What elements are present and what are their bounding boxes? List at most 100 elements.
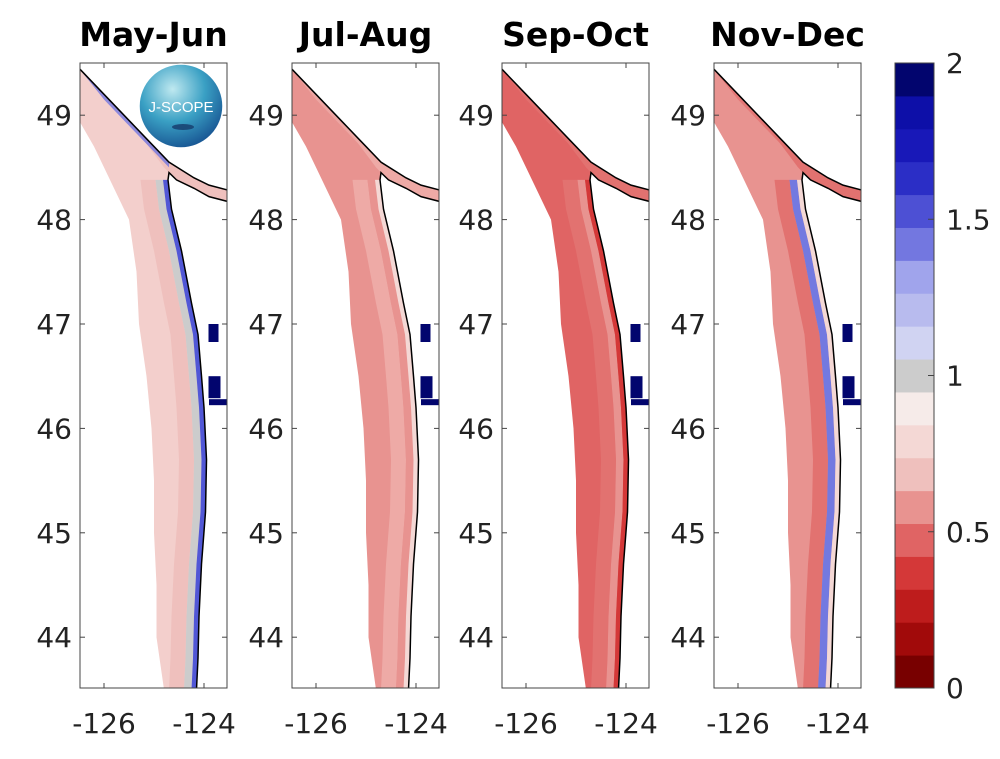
lat-tick-label: 45	[670, 517, 706, 550]
lat-tick-label: 46	[36, 412, 72, 445]
coastline-us	[379, 171, 439, 688]
lat-tick-label: 47	[248, 308, 284, 341]
lon-tick-label: -124	[594, 707, 658, 740]
land-washington-oregon	[802, 172, 861, 688]
grays-harbor	[842, 324, 853, 342]
panel-frame	[713, 62, 862, 689]
colorbar-segment	[895, 227, 934, 261]
lat-tick-label: 44	[248, 621, 284, 654]
grays-harbor	[208, 324, 219, 342]
colorbar-tick-label: 2	[946, 47, 964, 80]
land-washington-oregon	[590, 172, 649, 688]
lat-tick-label: 49	[248, 99, 284, 132]
lat-tick-label: 49	[36, 99, 72, 132]
lon-tick-label: -124	[806, 707, 870, 740]
lat-tick-label: 49	[458, 99, 494, 132]
colorbar-segment	[895, 359, 934, 393]
willapa-bay	[420, 376, 433, 399]
colorbar-segment	[895, 95, 934, 130]
lat-tick-label: 44	[670, 621, 706, 654]
colorbar-segment	[895, 128, 934, 163]
lat-tick-label: 46	[670, 412, 706, 445]
strait-band	[129, 120, 227, 202]
lat-tick-label: 48	[248, 204, 284, 237]
map-panel-3: Sep-Oct 49 48 47 46 45 44 -126 -124	[458, 15, 657, 740]
strait-band	[551, 120, 649, 202]
map-panel-4: Nov-Dec 49 48 47 46 45 44 -126 -124	[670, 15, 869, 740]
logo-text: J-SCOPE	[148, 99, 213, 116]
panel-frame	[79, 62, 228, 689]
coastal-band	[797, 179, 841, 688]
lat-tick-label: 45	[248, 517, 284, 550]
coastline-vancouver	[714, 68, 861, 191]
panel-title: Sep-Oct	[502, 15, 649, 54]
land-vancouver-island	[502, 63, 649, 190]
columbia-river	[421, 399, 439, 406]
lon-tick-label: -126	[284, 707, 348, 740]
colorbar-segment	[895, 161, 934, 196]
inner-shelf-band	[155, 179, 202, 688]
colorbar-tick-label: 1.5	[946, 203, 991, 236]
colorbar-segment	[895, 194, 934, 228]
lon-tick-label: -126	[494, 707, 558, 740]
panel-title: Nov-Dec	[710, 15, 865, 54]
lat-tick-label: 48	[458, 204, 494, 237]
colorbar-segment	[895, 589, 934, 623]
coastal-band	[585, 179, 629, 688]
coastal-band	[163, 179, 207, 688]
map-content	[502, 63, 649, 688]
colorbar-segment	[895, 556, 934, 590]
willapa-bay	[842, 376, 855, 399]
coastal-band	[375, 179, 419, 688]
colorbar-tick-label: 0	[946, 672, 964, 705]
lat-tick-label: 48	[36, 204, 72, 237]
lon-tick-label: -124	[384, 707, 448, 740]
map-content	[292, 63, 439, 688]
shelf-band	[352, 179, 406, 688]
coastline-us	[167, 171, 227, 688]
coastline-vancouver	[80, 68, 227, 191]
colorbar-segment	[895, 622, 934, 656]
colorbar-segment	[895, 490, 934, 525]
lat-tick-label: 44	[458, 621, 494, 654]
colorbar-segment	[895, 391, 934, 426]
strait-band	[763, 120, 861, 202]
inner-shelf-band	[577, 179, 624, 688]
coastline-us	[801, 171, 861, 688]
logo-circle	[138, 63, 224, 149]
colorbar-segment	[895, 655, 934, 689]
coastline-vancouver	[502, 68, 649, 191]
panel-frame	[501, 62, 650, 689]
panel-title: Jul-Aug	[297, 15, 432, 54]
colorbar-segment	[895, 424, 934, 459]
inner-shelf-band	[367, 179, 414, 688]
map-panel-1: May-Jun 49 48 47 46 45 44 -126 -124 J-SCOPE	[36, 15, 235, 740]
willapa-bay	[630, 376, 643, 399]
panel-frame	[291, 62, 440, 689]
land-washington-oregon	[168, 172, 227, 688]
lat-tick-label: 47	[458, 308, 494, 341]
map-panel-2: Jul-Aug 49 48 47 46 45 44 -126 -124	[248, 15, 447, 740]
grays-harbor	[420, 324, 431, 342]
land-washington-oregon	[380, 172, 439, 688]
strait-band	[341, 120, 439, 202]
land-vancouver-island	[714, 63, 861, 190]
lat-tick-label: 49	[670, 99, 706, 132]
lat-tick-label: 46	[458, 412, 494, 445]
fish-icon	[172, 124, 194, 130]
map-content	[714, 63, 861, 688]
coastline-us	[589, 171, 649, 688]
lat-tick-label: 46	[248, 412, 284, 445]
colorbar-segment	[895, 293, 934, 327]
land-vancouver-island	[292, 63, 439, 190]
colorbar-segment	[895, 326, 934, 360]
lat-tick-label: 47	[670, 308, 706, 341]
coastline-vancouver	[292, 68, 439, 191]
columbia-river	[631, 399, 649, 406]
columbia-river	[843, 399, 861, 406]
lat-tick-label: 45	[36, 517, 72, 550]
shelf-band	[774, 179, 828, 688]
lat-tick-label: 47	[36, 308, 72, 341]
grays-harbor	[630, 324, 641, 342]
